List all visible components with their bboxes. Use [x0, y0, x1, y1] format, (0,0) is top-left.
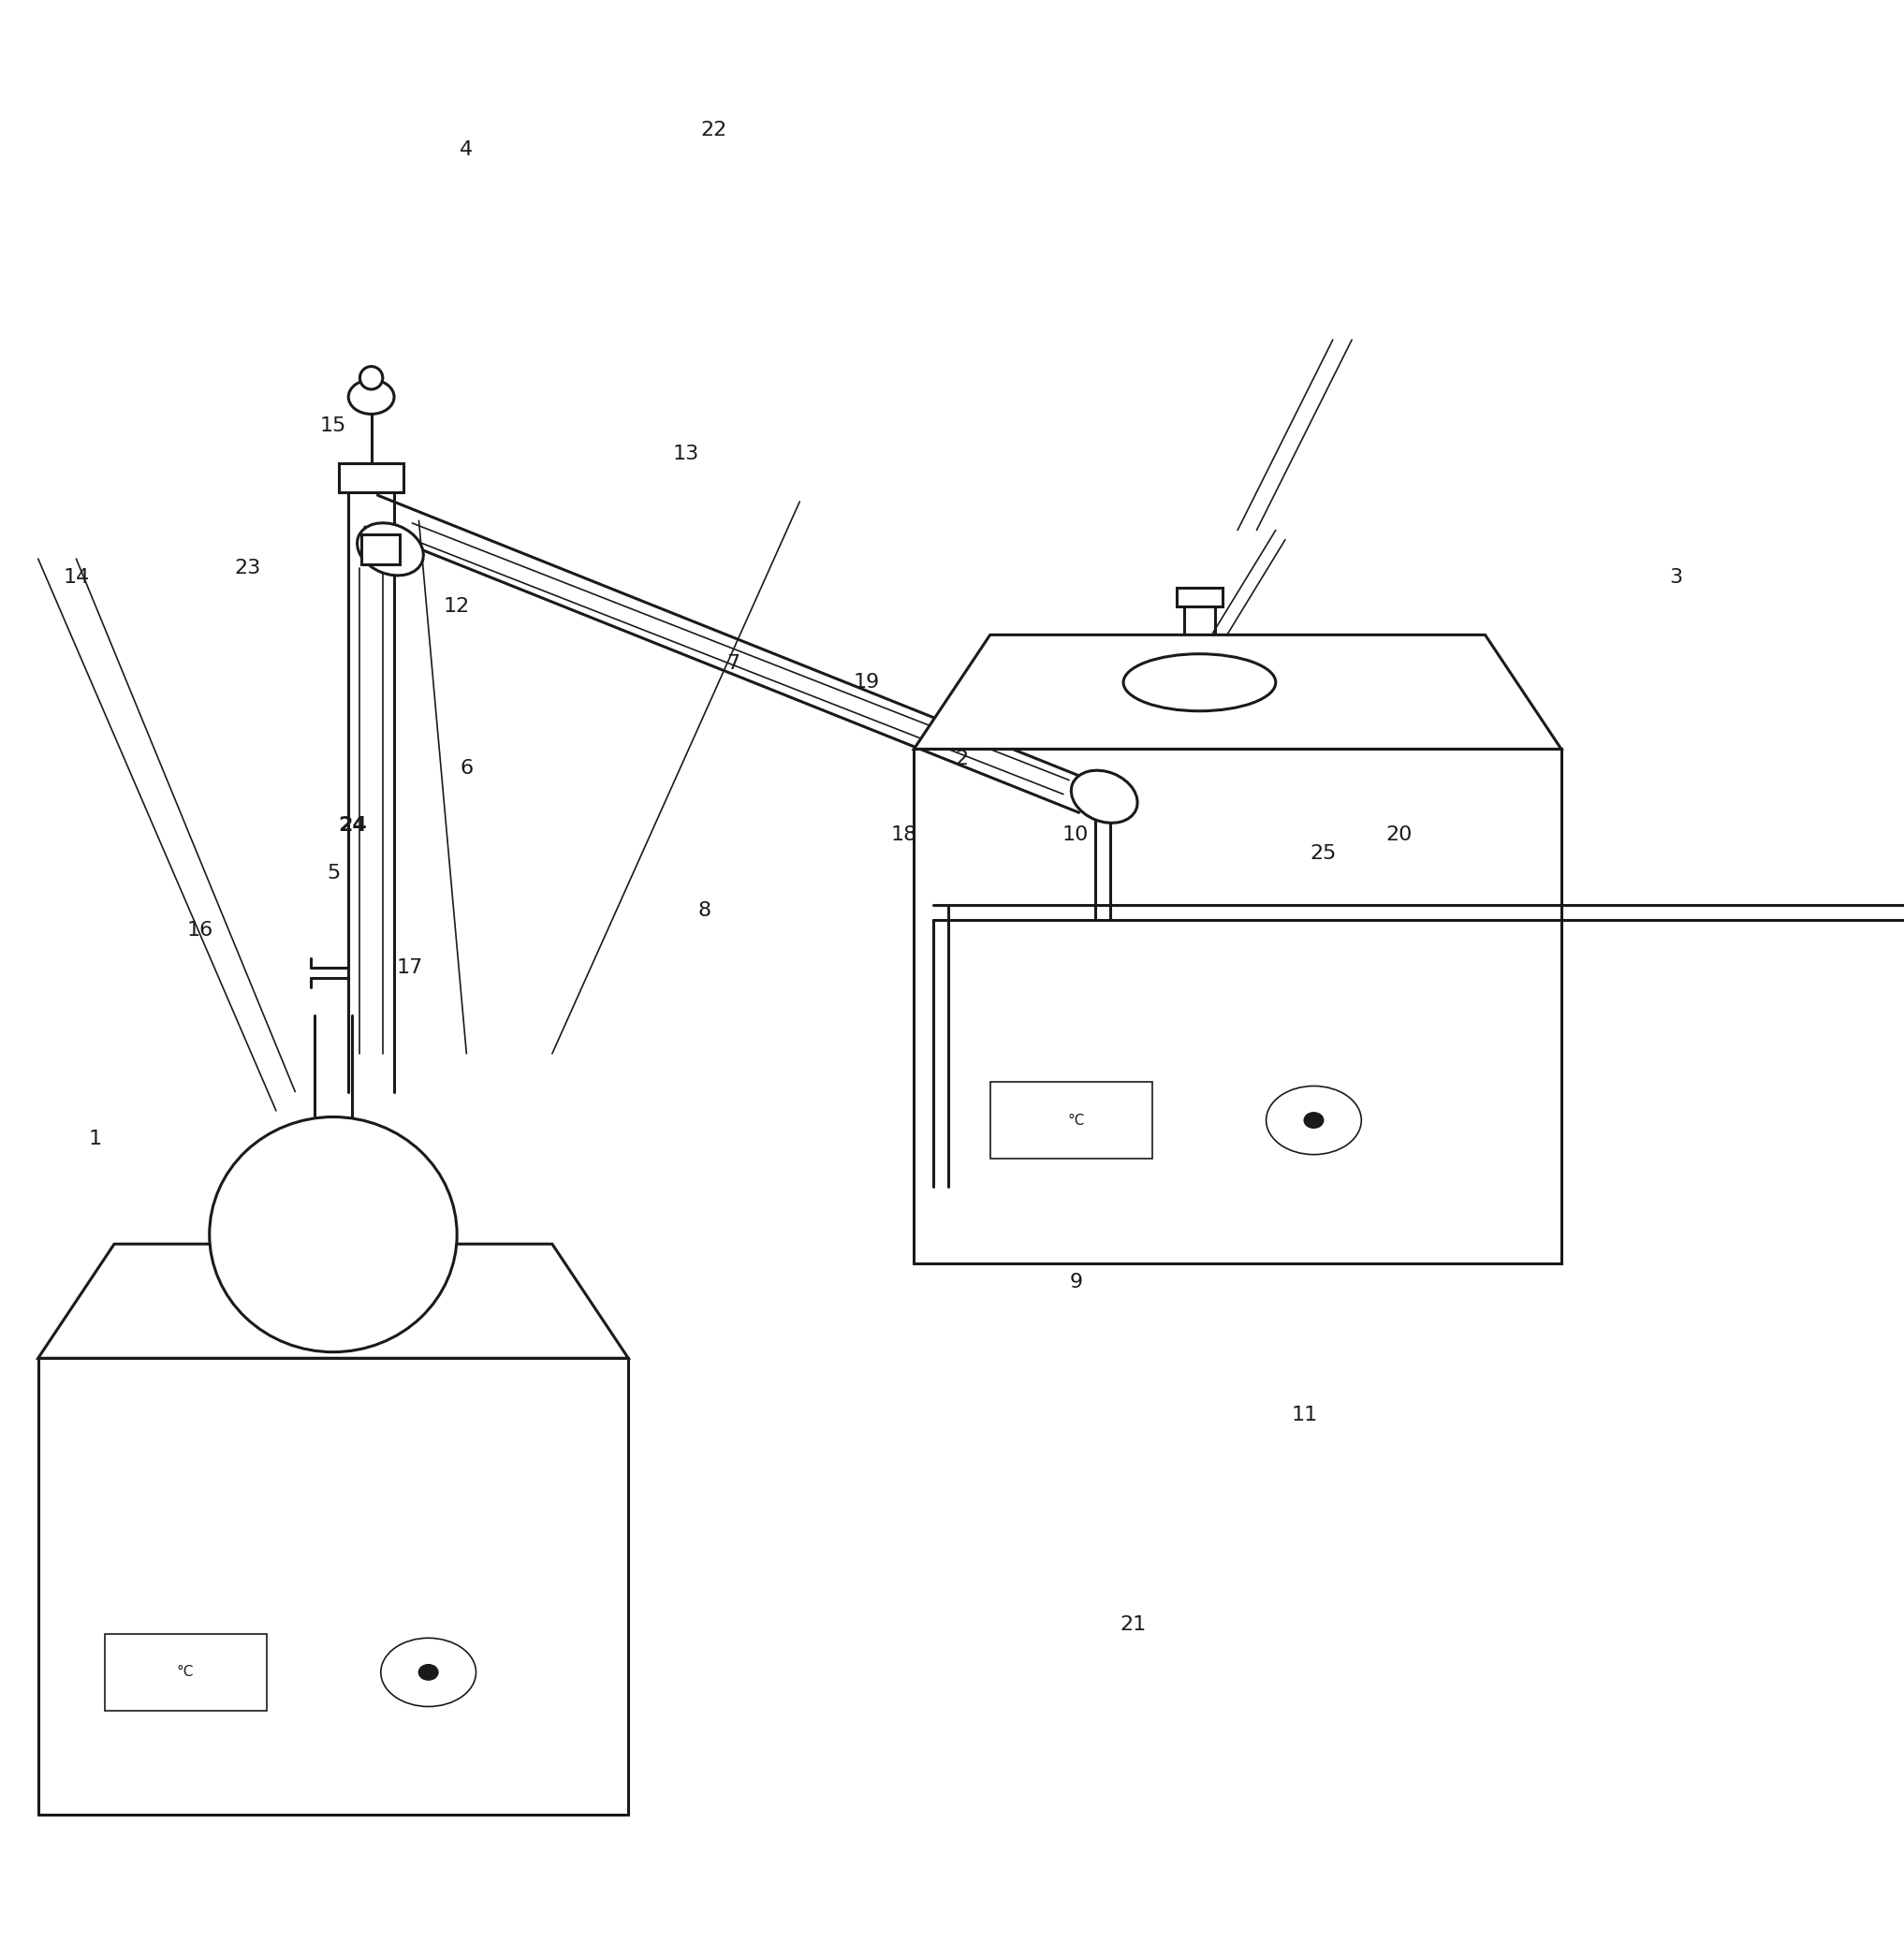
Text: 6: 6 [461, 759, 472, 778]
Text: 18: 18 [891, 825, 918, 845]
Text: 15: 15 [320, 416, 347, 434]
Text: 12: 12 [444, 596, 470, 616]
Text: 10: 10 [1062, 825, 1089, 845]
Ellipse shape [209, 1116, 457, 1353]
Text: 9: 9 [1070, 1273, 1081, 1292]
Bar [105, 1634, 267, 1711]
Text: 16: 16 [187, 921, 213, 938]
Bar [38, 1359, 628, 1814]
Text: 24: 24 [337, 815, 367, 835]
Text: 7: 7 [727, 655, 739, 673]
Ellipse shape [358, 522, 423, 575]
Text: 17: 17 [396, 958, 423, 978]
Ellipse shape [1304, 1112, 1323, 1128]
Text: °C: °C [1066, 1112, 1085, 1128]
Bar [276, 1310, 343, 1329]
Text: 3: 3 [1670, 569, 1681, 587]
Text: 23: 23 [234, 559, 261, 577]
Text: 4: 4 [461, 141, 472, 158]
Bar [1177, 586, 1222, 606]
Text: 20: 20 [1386, 825, 1413, 845]
Ellipse shape [1072, 770, 1137, 823]
Ellipse shape [1123, 653, 1276, 712]
Text: 1: 1 [89, 1130, 101, 1150]
Bar [339, 463, 404, 493]
Bar [362, 534, 400, 565]
Text: 25: 25 [1310, 845, 1337, 862]
Text: 5: 5 [326, 864, 341, 882]
Text: 13: 13 [672, 444, 699, 463]
Polygon shape [38, 1243, 628, 1359]
Text: 14: 14 [63, 569, 89, 587]
Text: 22: 22 [701, 121, 727, 141]
Bar [990, 1083, 1152, 1157]
Polygon shape [914, 635, 1561, 749]
Ellipse shape [419, 1664, 438, 1679]
Ellipse shape [348, 379, 394, 414]
Text: 21: 21 [1120, 1615, 1146, 1634]
Text: 8: 8 [699, 901, 710, 921]
Bar [914, 749, 1561, 1263]
Bar [171, 1310, 238, 1329]
Text: 11: 11 [1291, 1406, 1318, 1425]
Text: °C: °C [175, 1666, 194, 1679]
Text: 2: 2 [956, 749, 967, 768]
Ellipse shape [360, 366, 383, 389]
Text: 19: 19 [853, 673, 880, 692]
